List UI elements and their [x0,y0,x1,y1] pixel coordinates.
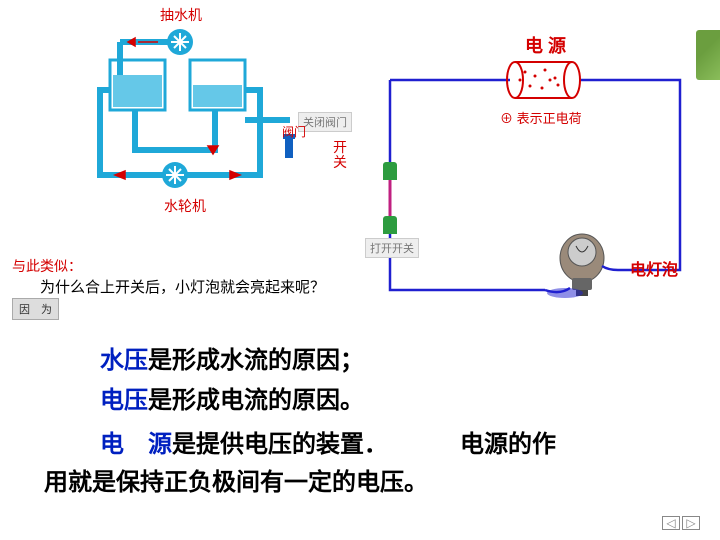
explanation-line3b-part2: 用就是保持正负极间有一定的电压。 [44,462,428,497]
explanation-line2: 电压是形成电流的原因。 [100,380,364,415]
switch-plug-top [383,162,397,180]
line1-rest: 是形成水流的原因； [148,347,364,374]
nav-arrows: ◁ ▷ [662,516,700,530]
switch-label: 开关 [333,140,349,170]
bulb-label: 电灯泡 [630,256,678,280]
explanation-line1: 水压是形成水流的原因； [100,340,364,375]
right-tank-water [193,85,242,107]
line2-rest: 是形成电流的原因。 [148,387,364,414]
explanation-line3b-part1: 电源的作 [460,428,720,462]
line1-blue: 水压 [100,347,148,374]
nav-next-button[interactable]: ▷ [682,516,700,530]
pump-label: 抽水机 [160,5,202,25]
positive-symbol: ⊕ [500,111,513,126]
power-source-label: 电 源 [525,32,566,58]
bulb-icon [560,234,604,296]
line3a-blue: 电 源 [100,431,172,458]
nav-prev-button[interactable]: ◁ [662,516,680,530]
line3a-rest: 是提供电压的装置． [172,431,388,458]
valve-close-label: 关闭阀门 [298,112,352,132]
switch-open-label: 打开开关 [365,238,419,258]
question-text: 为什么合上开关后，小灯泡就会亮起来呢？ [40,276,325,297]
valve-label: 阀门 [282,126,306,138]
power-source-icon [507,62,580,98]
valve-icon [285,138,293,158]
switch-plug-bottom [383,216,397,234]
positive-charge-label: ⊕ 表示正电荷 [500,108,582,127]
left-tank-water [113,75,162,107]
turbine-label: 水轮机 [164,196,206,216]
yinwei-box: 因 为 [12,298,59,320]
question-prefix: 与此类似： [12,256,82,276]
line2-blue: 电压 [100,387,148,414]
